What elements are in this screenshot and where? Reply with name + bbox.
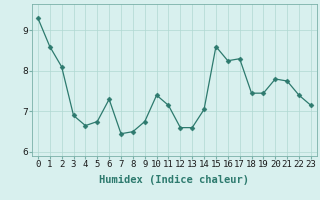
X-axis label: Humidex (Indice chaleur): Humidex (Indice chaleur)	[100, 175, 249, 185]
